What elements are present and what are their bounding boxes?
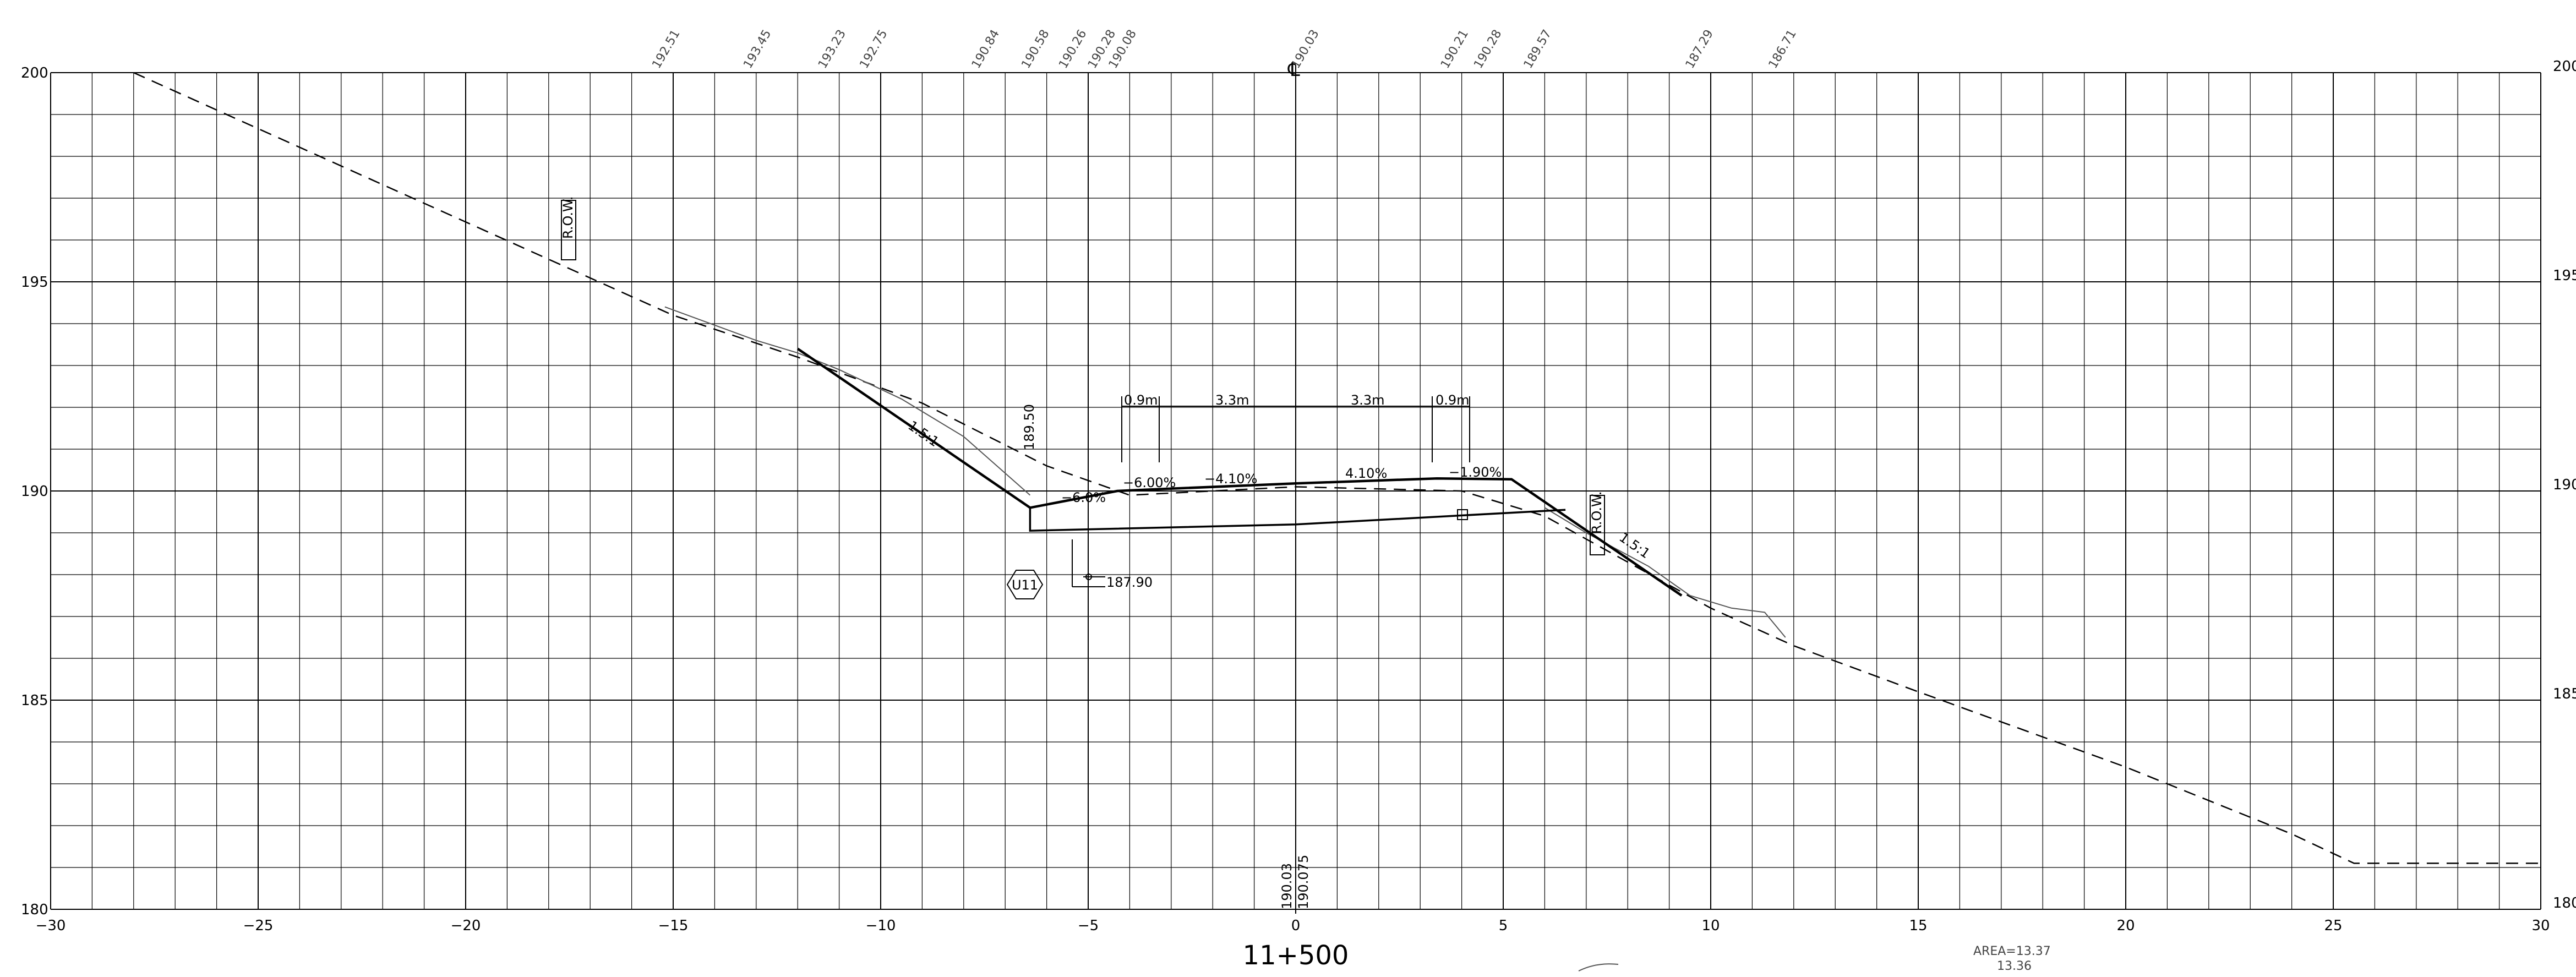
top-point-annotations: 192.51 193.45 193.23 192.75 190.84 190.58 190.… <box>650 28 1799 71</box>
dim-shoulder-left: 0.9m <box>1124 392 1158 408</box>
y-tick-200-right: 200 <box>2553 58 2576 75</box>
x-axis: −30 −25 −20 −15 −10 −5 0 5 10 15 20 25 3… <box>36 918 2550 934</box>
invert-marker <box>1072 539 1105 587</box>
y-tick-195-left: 195 <box>21 274 48 291</box>
pct-shoulder-right: −1.90% <box>1449 465 1502 480</box>
top-annotation: 187.29 <box>1683 28 1716 71</box>
ditch-slope-pct: −6.0% <box>1061 490 1106 505</box>
y-axis-left: 200 195 190 185 180 <box>21 65 48 918</box>
dim-shoulder-right: 0.9m <box>1436 392 1470 408</box>
x-tick-25: 25 <box>2324 918 2342 934</box>
area-note-line-1: AREA=13.37 <box>1973 945 2051 958</box>
cl-elevation-1: 190.03 <box>1279 863 1295 909</box>
x-tick-neg20: −20 <box>451 918 481 934</box>
profile-lines <box>133 72 2541 864</box>
x-tick-30: 30 <box>2531 918 2550 934</box>
station-title: 11+500 <box>1243 940 1349 971</box>
area-note: AREA=13.37 13.36 <box>1578 945 2051 973</box>
top-annotation: 190.26 <box>1056 28 1089 71</box>
pct-lane-right: 4.10% <box>1345 466 1387 481</box>
x-tick-neg25: −25 <box>243 918 274 934</box>
y-tick-180-right: 180 <box>2553 895 2576 911</box>
top-annotation: 193.45 <box>741 28 774 71</box>
row-left-label: R.O.W. <box>560 196 576 239</box>
centerline-symbol: ℄ <box>1287 59 1300 81</box>
dim-lane-right: 3.3m <box>1351 392 1385 408</box>
y-tick-200-left: 200 <box>21 65 48 81</box>
top-annotation: 190.28 <box>1471 28 1504 71</box>
top-annotation: 192.75 <box>857 28 890 71</box>
top-annotation: 186.71 <box>1766 28 1799 71</box>
top-annotation: 190.58 <box>1019 28 1052 71</box>
cl-elevation-2: 190.075 <box>1296 855 1311 909</box>
design-surface-line <box>796 347 1683 597</box>
top-annotation: 192.51 <box>650 28 683 71</box>
centerline-group: ℄ 190.03 190.075 <box>1279 59 1311 914</box>
slope-left-label: 1.5:1 <box>905 418 942 450</box>
area-note-line-2: 13.36 <box>1997 959 2032 973</box>
control-point-marker <box>1457 509 1468 520</box>
culvert-tag: U11 <box>1006 570 1044 599</box>
top-annotation: 189.57 <box>1521 28 1554 71</box>
surveyed-ground-line <box>664 306 1031 496</box>
x-tick-neg10: −10 <box>866 918 896 934</box>
x-tick-20: 20 <box>2116 918 2135 934</box>
y-tick-190-right: 190 <box>2553 477 2576 493</box>
x-tick-neg15: −15 <box>658 918 689 934</box>
x-tick-neg5: −5 <box>1078 918 1099 934</box>
pct-lane-left: −4.10% <box>1204 471 1257 487</box>
pct-shoulder-left: −6.00% <box>1123 475 1176 490</box>
y-tick-185-right: 185 <box>2553 686 2576 702</box>
x-tick-0: 0 <box>1291 918 1301 934</box>
dim-lane-left: 3.3m <box>1215 392 1249 408</box>
culvert-tag-label: U11 <box>1012 577 1038 593</box>
ditch-elevation: 189.50 <box>1022 404 1037 450</box>
top-annotation: 193.23 <box>816 28 849 71</box>
invert-elevation: 187.90 <box>1106 575 1153 590</box>
y-tick-180-left: 180 <box>21 902 48 918</box>
surveyed-ground-line <box>1544 507 1786 638</box>
x-tick-neg30: −30 <box>36 918 66 934</box>
row-right-marker: R.O.W. <box>1589 491 1605 555</box>
slope-right-label: 1.5:1 <box>1617 530 1653 561</box>
y-tick-195-right: 195 <box>2553 268 2576 284</box>
x-tick-10: 10 <box>1701 918 1720 934</box>
subgrade-line <box>1029 507 1566 532</box>
row-left-marker: R.O.W. <box>560 196 576 260</box>
y-axis-right: 200 195 190 185 180 <box>2553 58 2576 911</box>
y-tick-190-left: 190 <box>21 483 48 500</box>
y-tick-185-left: 185 <box>21 692 48 709</box>
x-tick-5: 5 <box>1499 918 1508 934</box>
top-annotation: 190.21 <box>1438 28 1471 71</box>
top-annotation: 190.84 <box>969 28 1002 71</box>
x-tick-15: 15 <box>1909 918 1927 934</box>
row-right-label: R.O.W. <box>1589 491 1604 534</box>
dimension-string <box>1121 396 1470 462</box>
